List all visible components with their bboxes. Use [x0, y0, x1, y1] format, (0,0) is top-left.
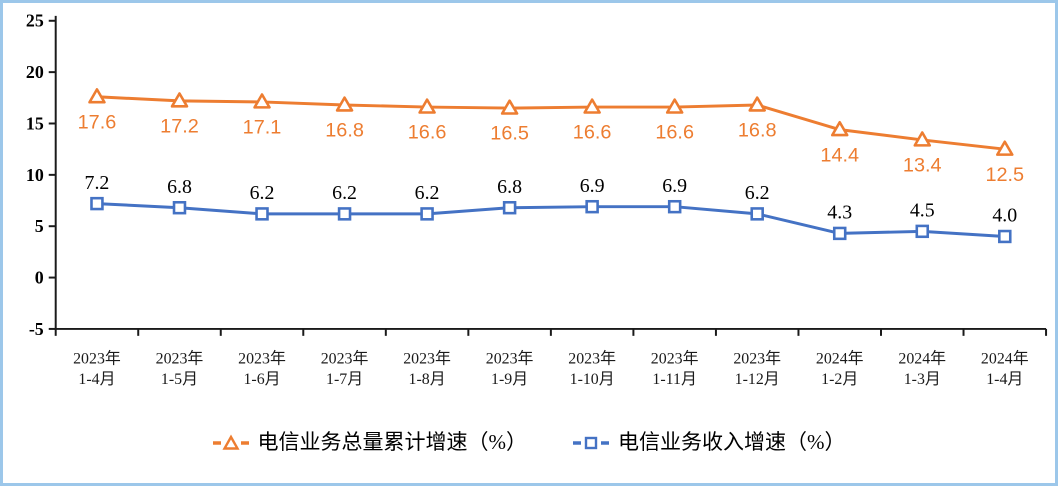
data-point-triangle	[170, 92, 189, 108]
data-label: 6.2	[415, 182, 440, 204]
data-label: 4.3	[827, 202, 852, 224]
data-point-square	[90, 196, 104, 211]
category-label-year: 2023年	[568, 350, 616, 368]
y-tick-label: 15	[26, 113, 44, 133]
data-label: 16.6	[408, 122, 447, 144]
category-label-year: 2023年	[651, 350, 699, 368]
y-tick-label: 0	[35, 268, 44, 288]
data-point-triangle	[583, 98, 601, 114]
data-label: 6.8	[497, 176, 522, 198]
data-label: 6.2	[250, 182, 275, 204]
legend-item-total-growth: 电信业务总量累计增速（%）	[212, 430, 528, 455]
category-label-period: 1-8月	[409, 371, 446, 388]
data-point-triangle	[500, 99, 519, 115]
data-point-square	[667, 199, 682, 214]
data-point-square	[915, 224, 930, 239]
category-label-period: 1-9月	[491, 371, 528, 388]
data-point-square	[750, 207, 764, 221]
data-label: 6.2	[745, 182, 770, 204]
y-tick-label: 10	[26, 165, 44, 185]
category-label-period: 1-7月	[326, 371, 363, 388]
data-label: 12.5	[985, 164, 1024, 186]
data-point-square	[832, 226, 847, 241]
data-label: 4.0	[992, 205, 1017, 227]
chart-legend: 电信业务总量累计增速（%） 电信业务收入增速（%）	[3, 430, 1055, 455]
category-label-year: 2023年	[733, 350, 781, 368]
category-label-year: 2023年	[238, 350, 286, 368]
category-label-year: 2024年	[981, 350, 1029, 368]
data-label: 6.2	[332, 182, 357, 204]
category-label-period: 1-4月	[986, 371, 1023, 388]
category-label-period: 1-12月	[735, 371, 780, 388]
data-point-square	[420, 207, 434, 221]
data-point-triangle	[748, 96, 766, 112]
y-tick-label: -5	[29, 319, 44, 339]
data-label: 14.4	[820, 144, 859, 166]
y-tick-label: 5	[35, 216, 44, 236]
data-point-square	[998, 229, 1012, 244]
data-point-triangle	[88, 88, 106, 104]
series-line	[95, 202, 1007, 238]
y-tick-label: 25	[26, 11, 44, 31]
data-point-triangle	[996, 140, 1014, 156]
legend-marker-square-icon	[573, 436, 609, 450]
data-label: 4.5	[910, 200, 935, 222]
line-chart: -5 0 5 10 15 20 25 2023年 1-4月 2023年 1-5月 2023年 1-6月 2…	[26, 11, 1048, 388]
category-label-year: 2023年	[73, 350, 121, 368]
data-label: 6.9	[580, 175, 605, 197]
data-label: 6.9	[662, 175, 687, 197]
category-label-year: 2023年	[156, 350, 204, 368]
legend-marker-triangle-icon	[212, 434, 249, 450]
series-line	[95, 95, 1007, 151]
data-label: 16.8	[738, 120, 777, 142]
data-label: 16.6	[655, 122, 694, 144]
category-label-year: 2024年	[898, 350, 946, 368]
category-label-year: 2023年	[486, 350, 534, 368]
data-label: 17.6	[78, 111, 117, 133]
category-label-period: 1-4月	[78, 371, 115, 388]
data-label: 13.4	[903, 155, 942, 177]
data-point-square	[502, 201, 517, 215]
y-tick-label: 20	[26, 62, 44, 82]
legend-item-revenue-growth: 电信业务收入增速（%）	[573, 430, 846, 455]
data-point-triangle	[913, 131, 932, 147]
data-point-triangle	[830, 120, 849, 137]
category-label-period: 1-5月	[161, 371, 198, 388]
data-point-square	[585, 199, 599, 214]
data-label: 6.8	[167, 176, 192, 198]
data-point-square	[337, 207, 352, 221]
data-point-square	[255, 207, 269, 221]
legend-label-revenue-growth: 电信业务收入增速（%）	[618, 430, 846, 454]
data-point-triangle	[253, 93, 271, 109]
category-label-period: 1-10月	[570, 371, 615, 388]
data-label: 17.2	[160, 116, 199, 138]
data-point-triangle	[665, 98, 684, 114]
data-label: 16.5	[490, 123, 529, 145]
legend-label-total-growth: 电信业务总量累计增速（%）	[257, 430, 528, 454]
data-label: 7.2	[85, 172, 110, 194]
category-label-period: 1-3月	[904, 371, 941, 388]
data-point-triangle	[335, 96, 354, 112]
category-label-year: 2023年	[403, 350, 451, 368]
data-label: 16.6	[573, 122, 612, 144]
category-label-period: 1-11月	[652, 371, 696, 388]
category-label-period: 1-2月	[821, 371, 858, 388]
data-point-triangle	[418, 98, 436, 114]
category-label-year: 2023年	[321, 350, 369, 368]
data-label: 16.8	[325, 120, 364, 142]
category-label-period: 1-6月	[243, 371, 280, 388]
data-point-square	[172, 201, 187, 215]
data-label: 17.1	[243, 117, 282, 139]
category-label-year: 2024年	[816, 350, 864, 368]
